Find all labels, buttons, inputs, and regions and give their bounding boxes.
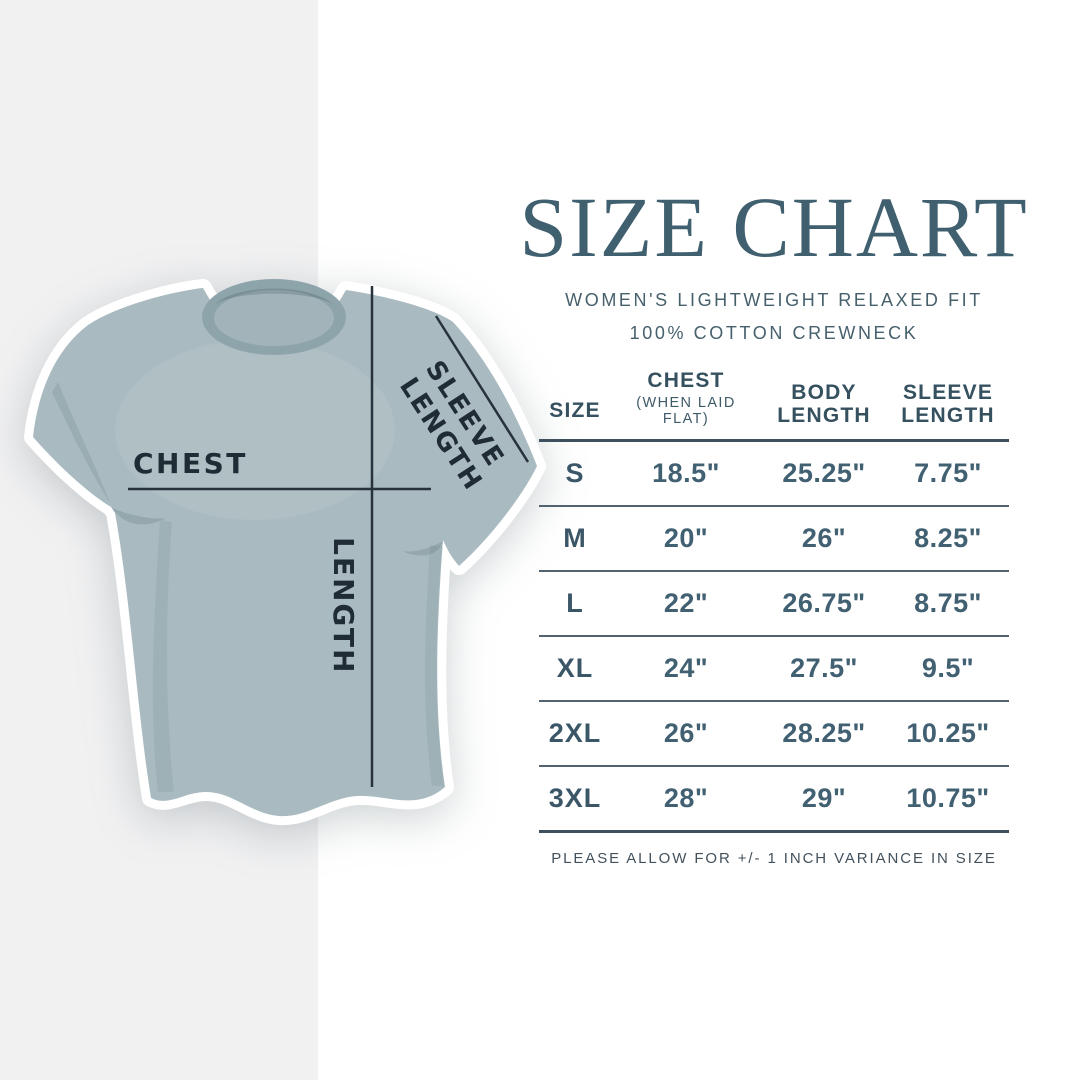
underarm-shadow-left	[112, 508, 166, 525]
chest-label: CHEST	[133, 447, 248, 480]
body-length-value: 29"	[801, 783, 847, 813]
table-row-s: S 18.5" 25.25" 7.75"	[539, 442, 1009, 507]
chest-value: 24"	[663, 653, 709, 683]
chest-value: 20"	[663, 523, 709, 553]
sleeve-measure-line	[434, 315, 530, 463]
size-value: XL	[556, 653, 594, 683]
size-value: M	[563, 523, 587, 553]
measurement-lines	[128, 286, 530, 787]
chest-value: 22"	[663, 588, 709, 618]
column-header-size: SIZE	[539, 399, 611, 427]
body-length-value: 25.25"	[782, 458, 866, 488]
tshirt-photo	[24, 279, 546, 826]
chest-value: 28"	[663, 783, 709, 813]
body-length-value: 26"	[801, 523, 847, 553]
size-table-header: SIZE CHEST (WHEN LAID FLAT) BODY LENGTH …	[539, 369, 1009, 442]
chest-highlight	[115, 340, 395, 520]
sleeve-length-value: 7.75"	[914, 458, 982, 488]
sleeve-shadow-left	[52, 382, 110, 503]
size-table: SIZE CHEST (WHEN LAID FLAT) BODY LENGTH …	[539, 369, 1009, 833]
table-row-3xl: 3XL 28" 29" 10.75"	[539, 767, 1009, 833]
size-variance-footnote: PLEASE ALLOW FOR +/- 1 INCH VARIANCE IN …	[551, 850, 997, 867]
collar-inside	[214, 290, 334, 346]
subtitle-line-2: 100% COTTON CREWNECK	[629, 323, 919, 343]
table-row-l: L 22" 26.75" 8.75"	[539, 572, 1009, 637]
table-row-m: M 20" 26" 8.25"	[539, 507, 1009, 572]
table-row-xl: XL 24" 27.5" 9.5"	[539, 637, 1009, 702]
length-label: LENGTH	[327, 537, 360, 674]
chest-value: 26"	[663, 718, 709, 748]
size-chart-panel: SIZE CHART WOMEN'S LIGHTWEIGHT RELAXED F…	[496, 0, 1052, 1080]
size-value: L	[566, 588, 584, 618]
size-value: 2XL	[548, 718, 602, 748]
column-header-body-label-line1: BODY	[791, 381, 857, 404]
page-title: SIZE CHART	[519, 179, 1029, 275]
collar-inner-shadow	[214, 288, 334, 305]
column-header-sleeve-label-line1: SLEEVE	[902, 381, 994, 404]
size-value: S	[565, 458, 585, 488]
body-length-value: 27.5"	[790, 653, 858, 683]
fabric-fold-left	[152, 520, 174, 792]
sleeve-length-value: 8.25"	[914, 523, 982, 553]
sleeve-length-value: 8.75"	[914, 588, 982, 618]
subtitle-line-1: WOMEN'S LIGHTWEIGHT RELAXED FIT	[565, 290, 983, 310]
column-header-sleeve-length: SLEEVE LENGTH	[887, 381, 1009, 427]
column-header-chest-subnote: (WHEN LAID FLAT)	[636, 395, 736, 427]
sleeve-length-value: 9.5"	[921, 653, 975, 683]
sleeve-length-value: 10.75"	[906, 783, 990, 813]
column-header-sleeve-label-line2: LENGTH	[901, 404, 995, 427]
column-header-body-label-line2: LENGTH	[777, 404, 871, 427]
chest-value: 18.5"	[652, 458, 720, 488]
column-header-body-length: BODY LENGTH	[761, 381, 887, 427]
column-header-chest-label: CHEST	[647, 369, 725, 392]
table-row-2xl: 2XL 26" 28.25" 10.25"	[539, 702, 1009, 767]
tshirt-body-shape	[24, 279, 546, 826]
fabric-fold-right	[425, 545, 444, 786]
column-header-chest: CHEST (WHEN LAID FLAT)	[611, 369, 761, 427]
subtitle: WOMEN'S LIGHTWEIGHT RELAXED FIT 100% COT…	[496, 284, 1052, 350]
body-length-value: 28.25"	[782, 718, 866, 748]
size-value: 3XL	[548, 783, 602, 813]
body-length-value: 26.75"	[782, 588, 866, 618]
underarm-shadow-right	[402, 541, 443, 556]
sleeve-length-value: 10.25"	[906, 718, 990, 748]
column-header-size-label: SIZE	[549, 399, 601, 422]
